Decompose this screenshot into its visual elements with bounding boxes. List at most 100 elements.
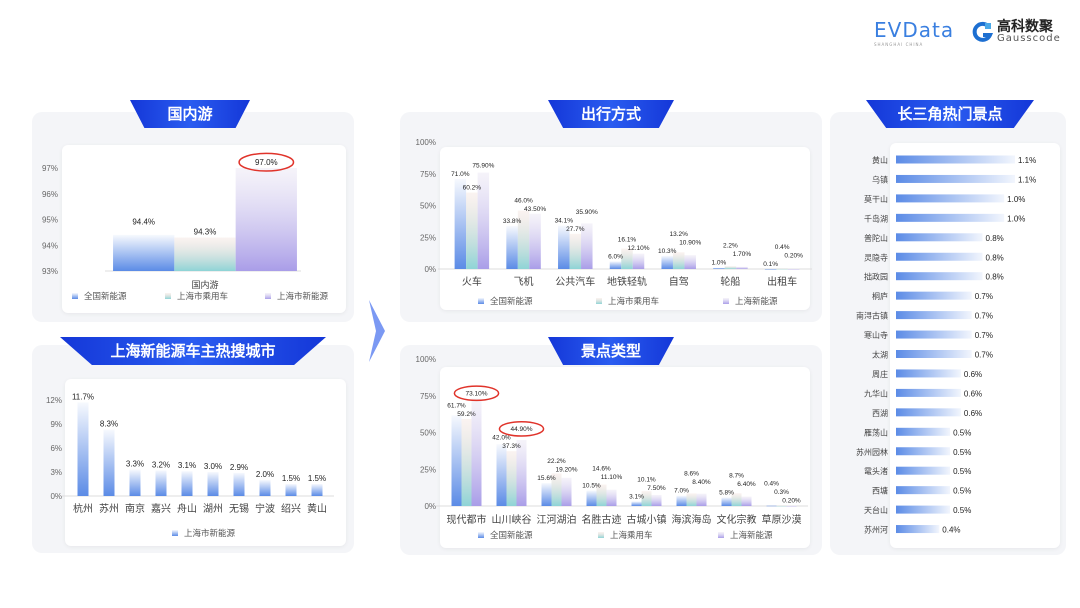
bar [155, 470, 167, 496]
data-label: 12.10% [627, 245, 649, 252]
y-tick-label: 周庄 [872, 369, 888, 379]
data-label: 44.90% [510, 426, 532, 433]
bar [129, 469, 141, 496]
bar [461, 418, 472, 506]
legend-swatch [723, 298, 729, 304]
bar [454, 178, 467, 269]
data-label: 10.5% [582, 483, 601, 490]
bar [113, 234, 175, 271]
data-label: 3.1% [629, 493, 644, 500]
bar [896, 291, 972, 300]
highlight-circle [498, 420, 545, 437]
x-tick-label: 山川峡谷 [492, 513, 532, 526]
data-label: 46.0% [514, 197, 533, 204]
data-label: 1.5% [308, 474, 326, 483]
bar [632, 253, 645, 269]
bar [896, 213, 1005, 222]
y-tick-label: 南浔古镇 [856, 311, 888, 321]
data-label: 94.3% [194, 228, 217, 237]
transport-card [440, 147, 810, 310]
bar [713, 267, 725, 269]
y-tick-label: 西湖 [872, 409, 888, 418]
bar [77, 402, 89, 496]
bar [174, 237, 236, 271]
y-tick-label: 25% [420, 465, 436, 474]
bar [311, 484, 323, 496]
bar [787, 268, 800, 270]
data-label: 1.1% [1018, 156, 1036, 165]
evdata-logo-sub: SHANGHAI CHINA [874, 42, 924, 47]
y-tick-label: 千岛湖 [864, 213, 888, 223]
y-tick-label: 9% [50, 420, 62, 429]
data-label: 43.50% [524, 206, 546, 213]
domestic-title: 国内游 [130, 100, 250, 128]
x-tick-label: 黄山 [307, 502, 327, 515]
bar [686, 493, 697, 506]
y-tick-label: 九华山 [864, 388, 888, 398]
data-label: 0.4% [942, 526, 960, 535]
y-tick-label: 0% [50, 492, 62, 501]
data-label: 2.9% [230, 463, 248, 472]
y-tick-label: 94% [42, 241, 58, 250]
bar [569, 233, 582, 269]
data-label: 35.90% [576, 209, 598, 216]
x-tick-label: 绍兴 [281, 502, 301, 515]
x-tick-label: 古城小镇 [627, 513, 667, 526]
cities-title: 上海新能源车主热搜城市 [60, 337, 326, 365]
bar [896, 272, 983, 281]
x-tick-label: 现代都市 [447, 513, 487, 526]
data-label: 10.3% [658, 248, 677, 255]
y-tick-label: 莫干山 [864, 194, 888, 204]
bar [896, 194, 1005, 203]
x-tick-label: 出租车 [767, 275, 797, 288]
bar [551, 473, 562, 506]
y-tick-label: 黄山 [872, 155, 888, 165]
data-label: 2.2% [723, 243, 738, 250]
legend-label: 上海新能源 [730, 530, 773, 540]
data-label: 8.3% [100, 420, 118, 429]
data-label: 7.0% [674, 488, 689, 495]
data-label: 13.2% [669, 231, 688, 238]
bar [896, 408, 961, 417]
bar [896, 369, 961, 378]
bar [471, 398, 482, 506]
y-tick-label: 雁荡山 [864, 427, 888, 437]
data-label: 8.7% [729, 472, 744, 479]
y-tick-label: 100% [416, 355, 436, 364]
bar [235, 168, 297, 271]
data-label: 0.7% [975, 331, 993, 340]
x-tick-label: 湖州 [203, 503, 223, 515]
legend-swatch [72, 293, 78, 299]
x-tick-label: 江河湖泊 [537, 514, 577, 526]
transport-title: 出行方式 [548, 100, 674, 128]
x-tick-label: 名胜古迹 [582, 513, 622, 526]
data-label: 6.0% [608, 253, 623, 260]
y-tick-label: 乌镇 [872, 174, 888, 184]
legend-label: 上海新能源 [735, 296, 778, 306]
data-label: 10.90% [679, 239, 701, 246]
data-label: 8.6% [684, 471, 699, 478]
bar [896, 466, 951, 475]
bar [896, 525, 940, 534]
data-label: 1.0% [712, 260, 727, 267]
y-tick-label: 西塘 [872, 486, 888, 496]
x-tick-label: 火车 [462, 275, 482, 288]
bar [896, 350, 972, 358]
y-tick-label: 鼋头渚 [864, 466, 888, 476]
y-tick-label: 93% [42, 267, 58, 276]
hotspots-title: 长三角热门景点 [866, 100, 1034, 128]
data-label: 94.4% [132, 218, 155, 227]
data-label: 0.5% [953, 487, 971, 496]
data-label: 0.7% [975, 292, 993, 301]
bar [631, 501, 642, 506]
y-tick-label: 75% [420, 392, 436, 401]
bar [672, 252, 685, 269]
y-tick-label: 97% [42, 164, 58, 173]
data-label: 19.20% [555, 467, 577, 474]
bar [721, 497, 732, 506]
highlight-circle [453, 385, 500, 402]
data-label: 59.2% [457, 411, 476, 418]
bar [724, 266, 737, 269]
y-tick-label: 0% [424, 502, 436, 511]
bar [496, 444, 507, 506]
